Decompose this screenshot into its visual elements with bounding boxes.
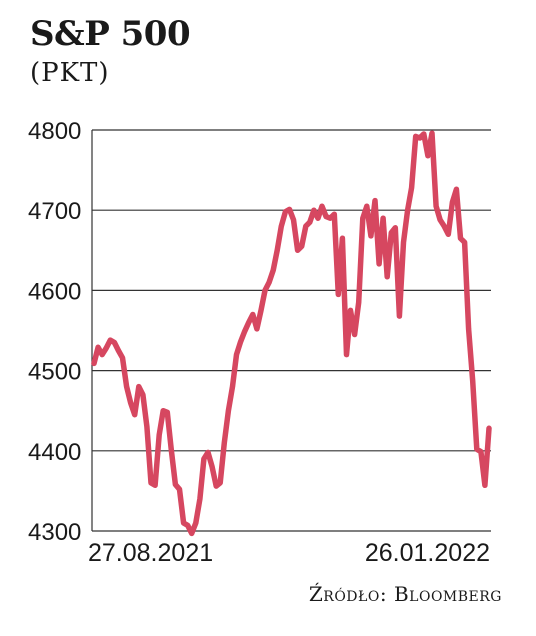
x-tick-label-2: 26.01.2022: [365, 539, 490, 567]
y-tick-label-4400: 4400: [28, 439, 81, 466]
source-note: Źródło: Bloomberg: [308, 582, 502, 606]
y-tick-label-4800: 4800: [28, 118, 81, 145]
chart-subtitle: (PKT): [30, 58, 110, 88]
x-tick-label-1: 27.08.2021: [88, 539, 213, 567]
chart-title: S&P 500: [30, 14, 191, 54]
y-tick-label-4500: 4500: [28, 359, 81, 386]
series-line: [91, 130, 492, 537]
y-tick-labels: 4800 4700 4600 4500 4400 4300: [28, 118, 81, 546]
x-tick-labels: 27.08.2021 26.01.2022: [88, 539, 490, 567]
y-tick-label-4300: 4300: [28, 519, 81, 546]
y-tick-label-4600: 4600: [28, 278, 81, 305]
y-tick-label-4700: 4700: [28, 198, 81, 225]
